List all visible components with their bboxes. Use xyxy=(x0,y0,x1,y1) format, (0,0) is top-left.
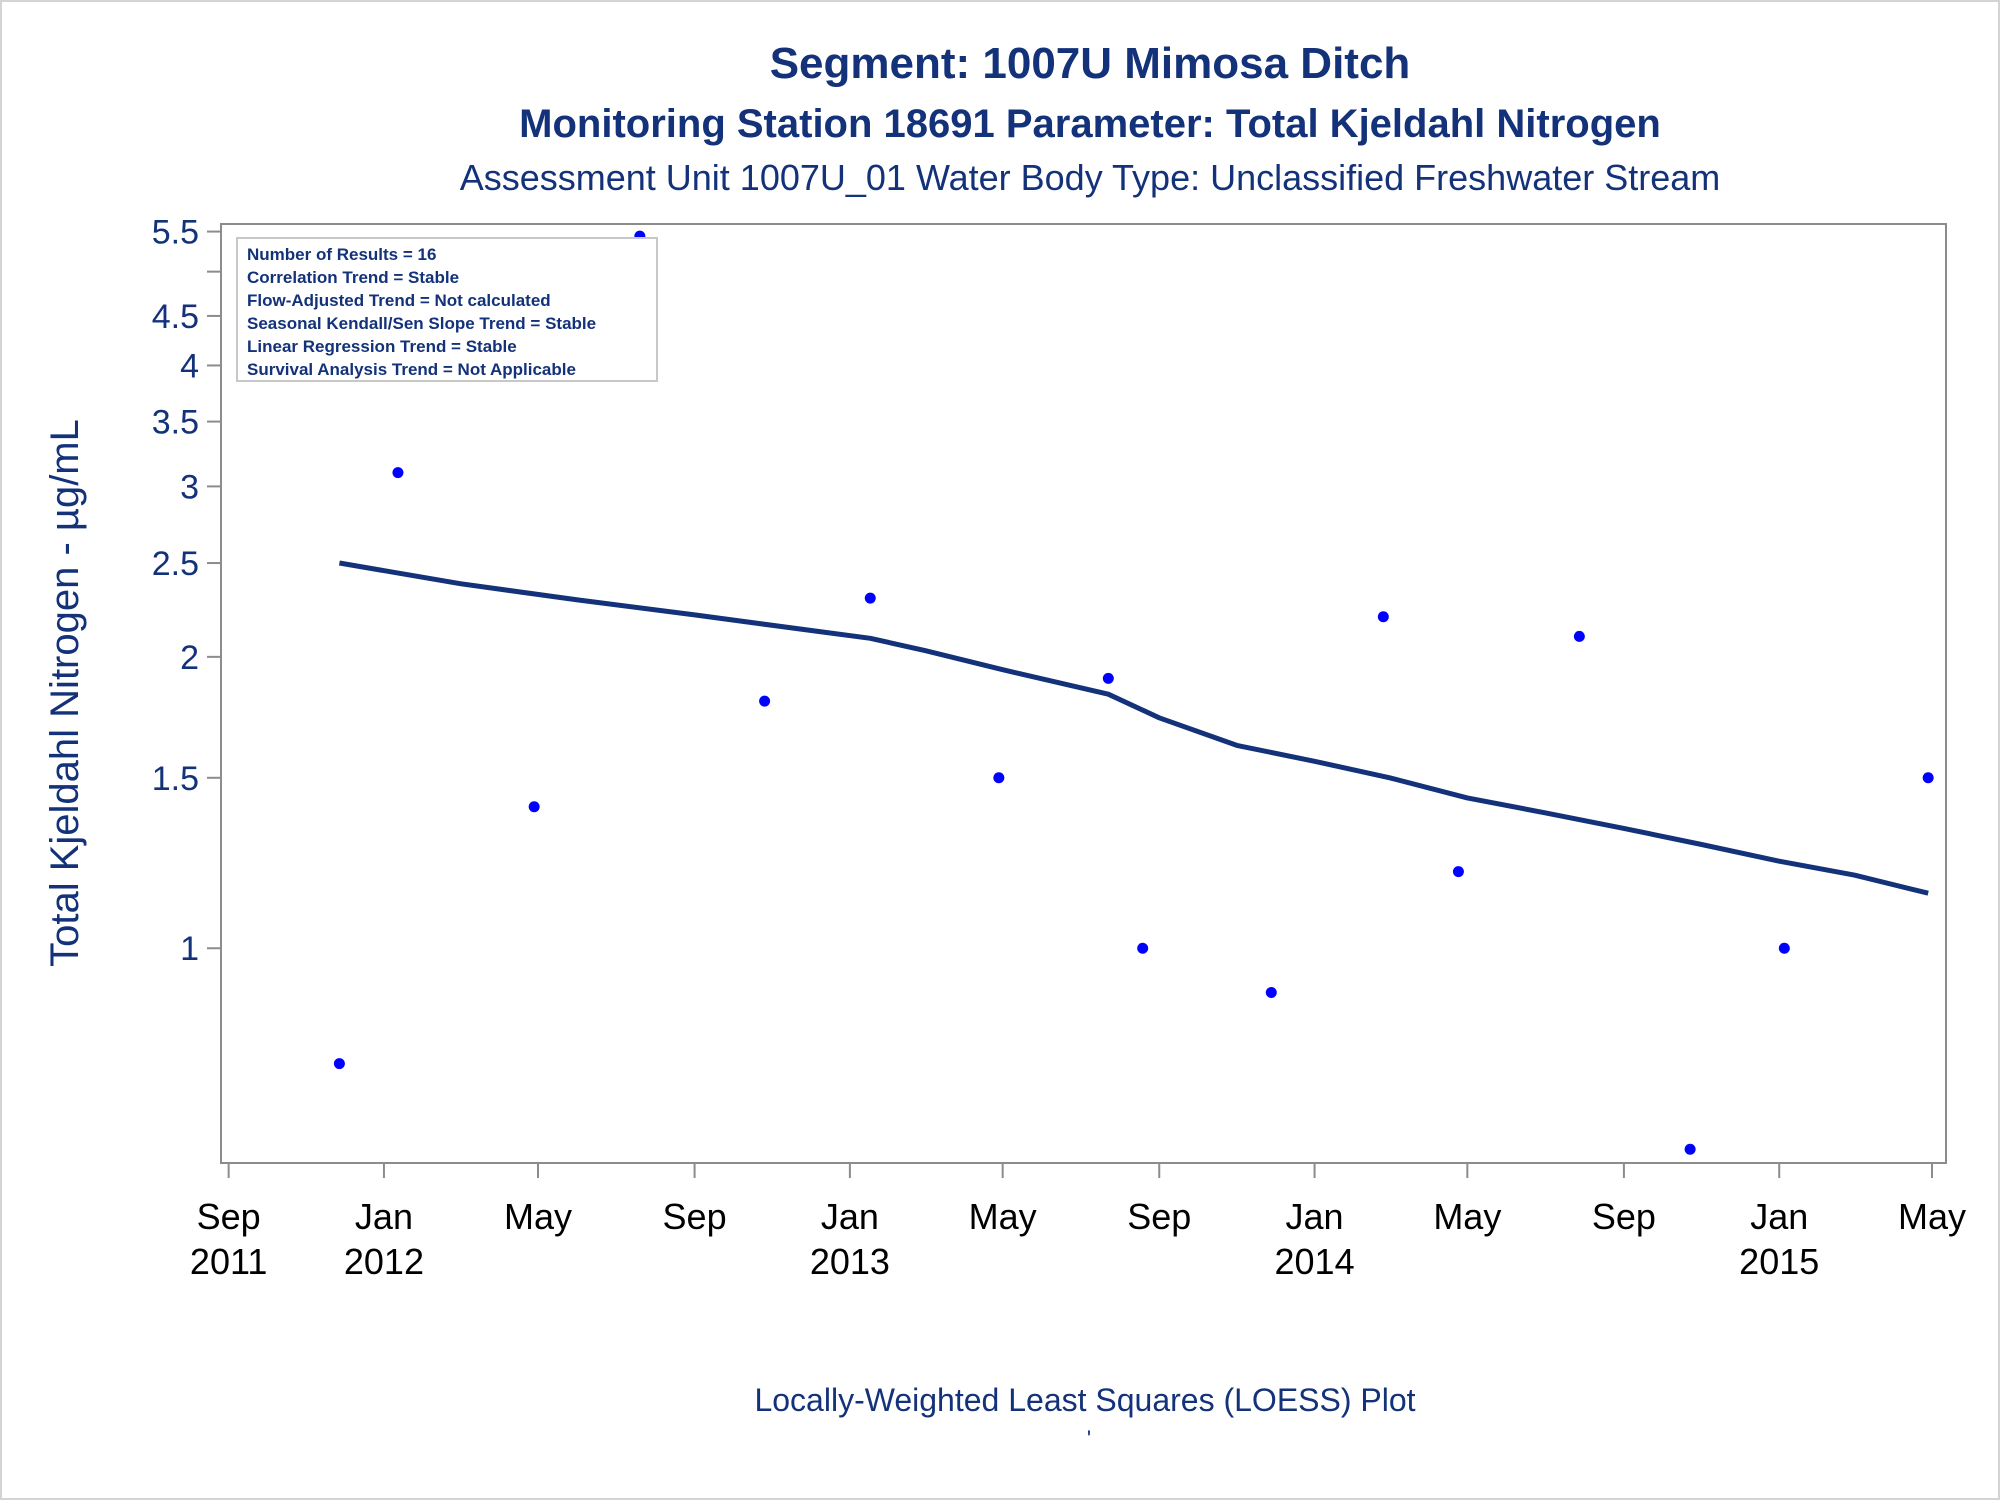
y-tick-label: 1.5 xyxy=(152,760,199,798)
data-point xyxy=(864,592,876,604)
x-tick-year-label: 2014 xyxy=(1275,1241,1355,1282)
x-tick-label: Jan xyxy=(355,1196,413,1237)
legend-line: Linear Regression Trend = Stable xyxy=(247,337,517,356)
x-tick-label: Jan xyxy=(1750,1196,1808,1237)
x-tick-label: Jan xyxy=(821,1196,879,1237)
x-tick-label: Sep xyxy=(1127,1196,1191,1237)
data-point xyxy=(392,467,404,479)
data-point xyxy=(333,1058,345,1070)
x-tick-year-label: 2013 xyxy=(810,1241,890,1282)
data-point xyxy=(1922,772,1934,784)
y-tick-label: 5.5 xyxy=(152,214,199,252)
y-tick-label: 2.5 xyxy=(152,545,199,583)
loess-series xyxy=(338,560,1929,896)
data-point xyxy=(1102,672,1114,684)
data-point xyxy=(1265,987,1277,999)
y-tick-label: 4 xyxy=(180,347,199,385)
chart-footnote: Locally-Weighted Least Squares (LOESS) P… xyxy=(754,1382,1415,1418)
chart-footnote-2: ' xyxy=(1087,1426,1091,1451)
legend-line: Survival Analysis Trend = Not Applicable xyxy=(247,360,576,379)
legend-line: Number of Results = 16 xyxy=(247,245,436,264)
y-axis: 1 1.5 2 2.5 3 3.5 4 4.5 5.5 xyxy=(152,214,221,968)
x-tick-label: Jan xyxy=(1286,1196,1344,1237)
x-tick-label: May xyxy=(1433,1196,1501,1237)
y-tick-label: 3.5 xyxy=(152,404,199,442)
legend-line: Flow-Adjusted Trend = Not calculated xyxy=(247,291,551,310)
y-tick-label: 3 xyxy=(180,468,199,506)
x-tick-year-label: 2015 xyxy=(1739,1241,1819,1282)
y-tick-label: 1 xyxy=(180,930,199,968)
data-point xyxy=(759,695,771,707)
data-point xyxy=(993,772,1005,784)
x-tick-label: Sep xyxy=(663,1196,727,1237)
x-tick-label: May xyxy=(1898,1196,1966,1237)
chart-subtitle-2: Assessment Unit 1007U_01 Water Body Type… xyxy=(460,157,1721,198)
data-point xyxy=(1377,611,1389,623)
data-point xyxy=(1137,942,1149,954)
y-axis-label: Total Kjeldahl Nitrogen - µg/mL xyxy=(43,419,87,967)
x-tick-year-label: 2011 xyxy=(190,1241,267,1282)
legend-box xyxy=(236,237,658,382)
data-point xyxy=(1573,630,1585,642)
data-point xyxy=(1452,866,1464,878)
x-tick-label: May xyxy=(969,1196,1037,1237)
loess-line xyxy=(338,560,1929,896)
x-tick-label: Sep xyxy=(197,1196,261,1237)
data-point xyxy=(1778,942,1790,954)
chart-title: Segment: 1007U Mimosa Ditch xyxy=(770,39,1411,88)
y-tick-label: 2 xyxy=(180,639,199,677)
x-tick-label: May xyxy=(504,1196,572,1237)
x-tick-year-label: 2012 xyxy=(344,1241,424,1282)
chart-subtitle: Monitoring Station 18691 Parameter: Tota… xyxy=(519,102,1661,146)
data-point xyxy=(1684,1143,1696,1155)
legend-line: Seasonal Kendall/Sen Slope Trend = Stabl… xyxy=(247,314,596,333)
stats-legend: Number of Results = 16 Correlation Trend … xyxy=(236,237,658,382)
data-point xyxy=(528,801,540,813)
x-tick-label: Sep xyxy=(1592,1196,1656,1237)
legend-line: Correlation Trend = Stable xyxy=(247,268,459,287)
y-tick-label: 4.5 xyxy=(152,298,199,336)
